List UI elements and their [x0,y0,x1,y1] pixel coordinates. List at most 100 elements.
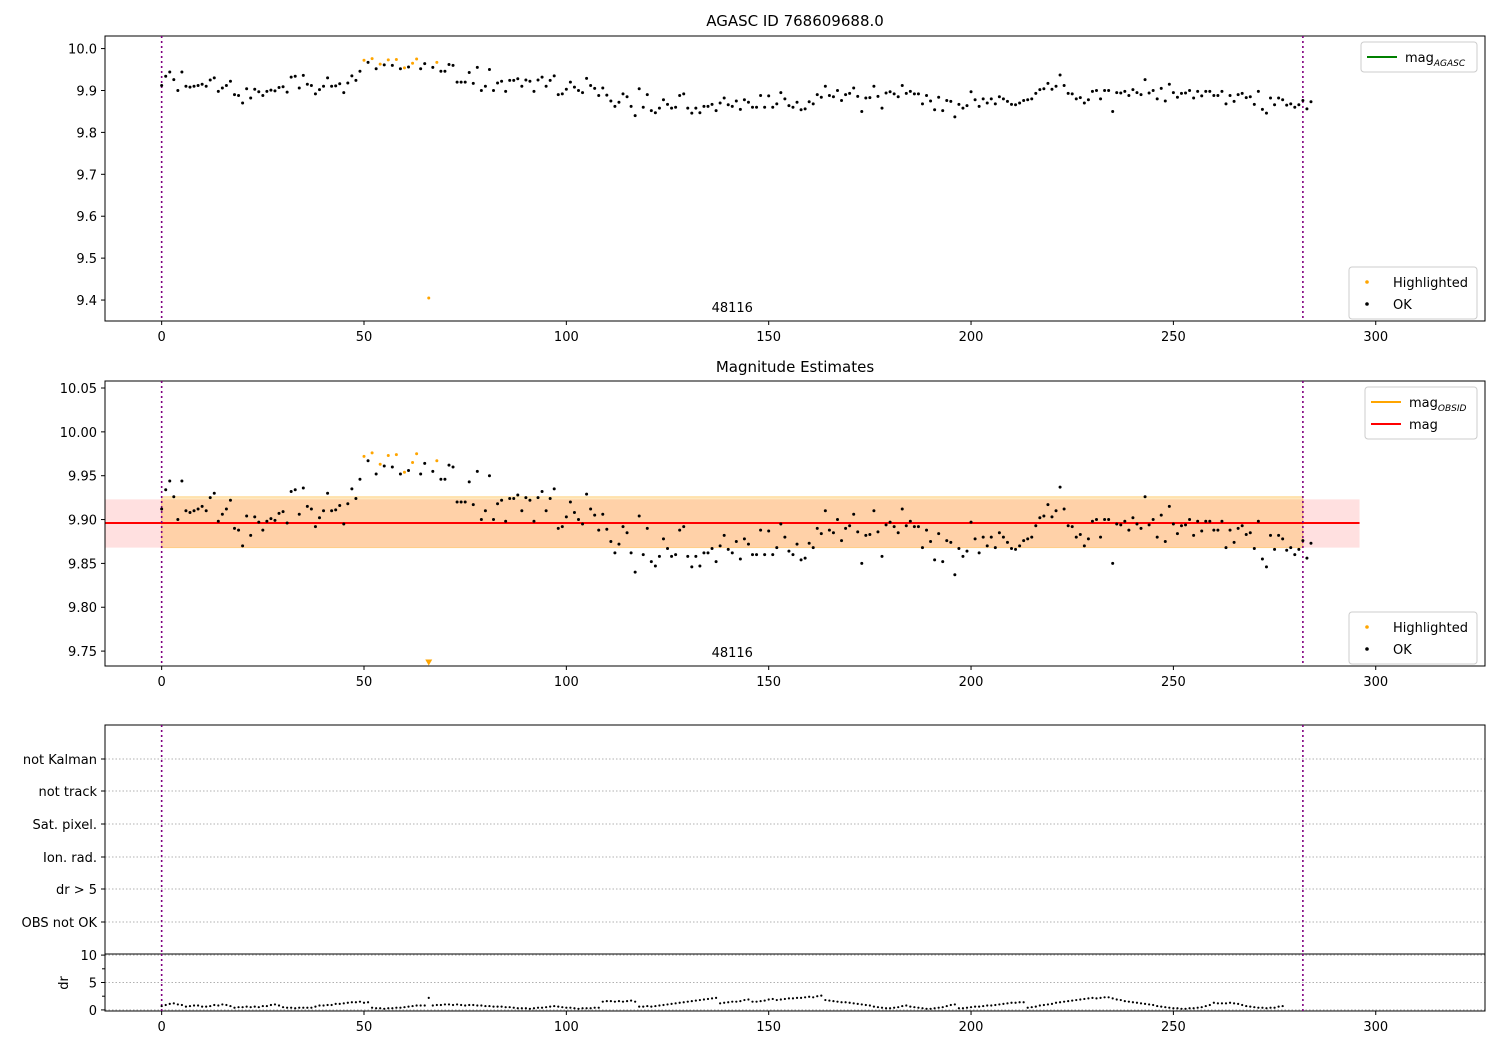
dr-point [1091,996,1094,999]
ok-point [540,75,544,79]
ok-point [1034,91,1038,95]
dr-point [184,1005,188,1008]
dr-panel: dr 0 50 100 150 200 250 300 0 5 10 [57,949,1486,1035]
dr-point [431,1004,434,1007]
ok-point [1281,98,1285,102]
ok-point [483,84,487,88]
ok-point [831,95,835,99]
ok-point [993,546,997,550]
obsid-annotation: 48116 [712,301,753,316]
ok-point [1236,93,1240,97]
dr-point [933,1007,936,1010]
ok-point [1301,99,1305,103]
ok-point [763,105,767,109]
ok-point [1232,99,1236,103]
ok-point [783,535,787,539]
dr-point [836,1000,839,1003]
ok-point [925,528,929,532]
ok-point [536,496,540,500]
dr-point [362,1001,366,1004]
ok-point [277,511,281,515]
ok-point [722,96,726,100]
ok-point [249,96,253,100]
ok-point [560,525,564,529]
ok-point [1155,97,1159,101]
ok-point [1070,92,1074,96]
ok-point [552,74,556,78]
ok-point [706,551,710,555]
ok-point [1103,518,1107,522]
ok-point [815,526,819,530]
ok-point [933,558,937,562]
dr-point [670,1002,673,1005]
ok-point [690,565,694,569]
dr-point [880,1006,884,1009]
ok-point [233,526,237,530]
flag-label: not Kalman [23,753,97,768]
dr-axis-label: dr [57,976,72,990]
dr-point [763,999,766,1002]
dr-point [464,1004,467,1007]
ok-point [585,492,589,496]
ok-point [253,515,257,519]
ok-point [467,480,471,484]
dr-point [876,1006,880,1009]
dr-point [973,1005,977,1008]
ok-point [597,528,601,532]
dr-point [350,1001,353,1004]
ok-point [500,79,504,83]
ok-point [305,82,309,86]
ok-point [783,97,787,101]
ok-point [888,520,892,524]
magnitude-estimates-panel: Magnitude Estimates 0 50 100 150 200 250 300 9.… [60,358,1486,690]
ok-point [1305,556,1309,560]
ok-point [1026,537,1030,541]
ok-point [548,497,552,501]
ok-point [973,537,977,541]
dr-point [192,1004,196,1007]
dr-point [1063,1000,1066,1003]
ok-point [1188,518,1192,522]
dr-point [516,1007,519,1010]
ok-point [1297,103,1301,107]
ok-point [605,93,609,97]
dr-point [233,1006,236,1009]
ok-point [1074,535,1078,539]
ok-point [568,80,572,84]
ok-point [492,518,496,522]
highlighted-point [415,57,419,61]
ok-point [1289,102,1293,106]
dr-point [1168,1006,1171,1009]
ok-point [799,108,803,112]
legend-marker [1365,647,1369,651]
ok-point [443,477,447,481]
flag-label: Ion. rad. [43,851,97,866]
dr-point [832,1000,835,1003]
ok-point [1139,526,1143,530]
highlighted-point [370,451,374,455]
dr-point [1058,1001,1062,1004]
ok-point [714,109,718,113]
dr-point [265,1004,268,1008]
ok-point [1001,535,1005,539]
ok-point [941,560,945,564]
ok-point [977,104,981,108]
ok-point [322,84,326,88]
ok-point [637,87,641,91]
dr-point [824,998,827,1002]
ok-point [835,88,839,92]
ok-point [1264,111,1268,115]
ok-point [742,537,746,541]
y-tick-label: 5 [89,977,97,992]
dr-point [682,1001,685,1004]
dr-point [1208,1003,1211,1007]
ok-point [835,518,839,522]
ok-point [912,92,916,96]
dr-point [1046,1003,1050,1006]
ok-point [896,95,900,99]
ok-point [273,89,277,93]
ok-point [945,99,949,103]
ok-point [937,532,941,536]
x-tick-label: 300 [1363,330,1388,345]
legend-box [1348,611,1478,665]
